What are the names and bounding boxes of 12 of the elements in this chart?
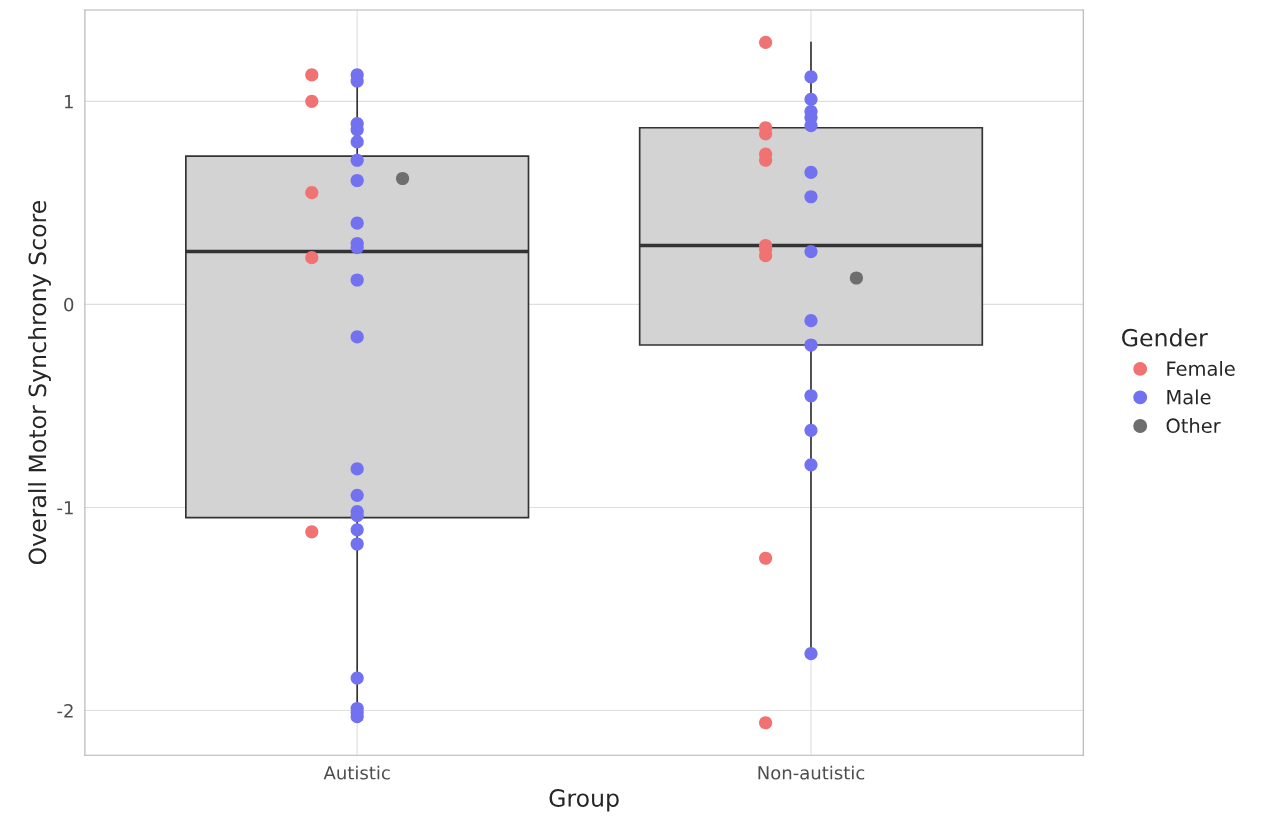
legend-label: Other [1166, 418, 1221, 434]
y-tick-label: -2 [57, 704, 73, 718]
y-tick-label: -1 [57, 501, 73, 515]
legend-label: Male [1167, 389, 1211, 405]
x-tick-label: Non-autistic [758, 765, 865, 780]
y-tick-label: 0 [64, 297, 74, 312]
legend-label: Female [1167, 360, 1235, 376]
x-tick-label: Autistic [323, 765, 390, 780]
x-axis-title: Group [549, 789, 619, 812]
legend-title: Gender [1122, 328, 1208, 347]
y-tick-label: 1 [64, 95, 73, 109]
y-axis-title: Overall Motor Synchrony Score [28, 201, 51, 565]
